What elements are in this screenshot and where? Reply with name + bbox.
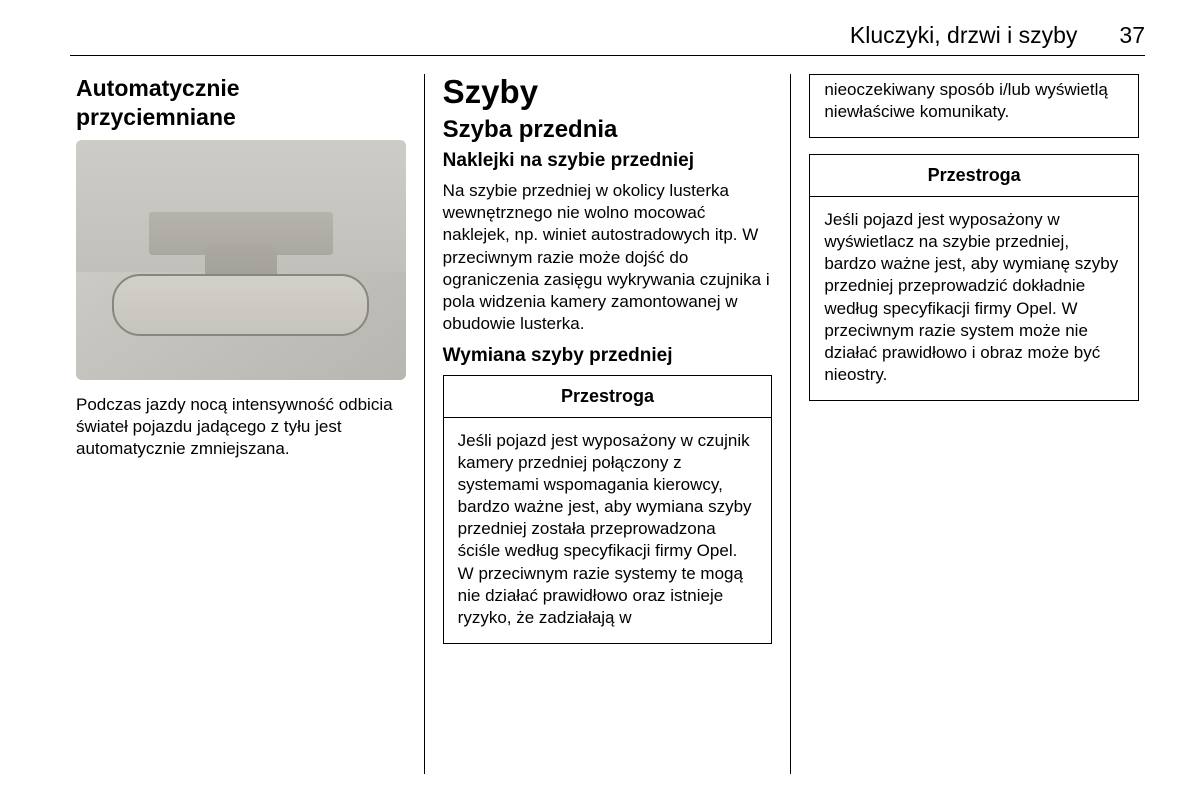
caution-continuation-box: nieoczekiwany sposób i/lub wyświetlą nie… (809, 74, 1139, 138)
section-title: Kluczyki, drzwi i szyby (850, 22, 1077, 49)
illustration-mirror (112, 274, 369, 336)
page-header: Kluczyki, drzwi i szyby 37 (70, 22, 1145, 56)
col2-h2: Szyba przednia (443, 116, 773, 144)
content-columns: Automatycznie przyciemniane Podczas jazd… (70, 74, 1145, 774)
caution-label-2: Przestroga (810, 155, 1138, 197)
col2-h3b: Wymiana szyby przedniej (443, 345, 773, 367)
col1-paragraph: Podczas jazdy nocą intensywność odbicia … (76, 394, 406, 460)
caution-continuation-text: nieoczekiwany sposób i/lub wyświetlą nie… (824, 75, 1124, 123)
column-1: Automatycznie przyciemniane Podczas jazd… (70, 74, 425, 774)
caution-label-1: Przestroga (444, 376, 772, 418)
caution-body-2: Jeśli pojazd jest wyposażony w wyświetla… (810, 197, 1138, 400)
col2-h1: Szyby (443, 74, 773, 110)
caution-body-1: Jeśli pojazd jest wyposażony w czujnik k… (444, 418, 772, 643)
page-number: 37 (1119, 22, 1145, 49)
column-2: Szyby Szyba przednia Naklejki na szybie … (425, 74, 792, 774)
column-3: nieoczekiwany sposób i/lub wyświetlą nie… (791, 74, 1145, 774)
col2-h3a: Naklejki na szybie przedniej (443, 150, 773, 172)
col1-heading: Automatycznie przyciemniane (76, 74, 406, 132)
caution-box-1: Przestroga Jeśli pojazd jest wyposażony … (443, 375, 773, 644)
manual-page: Kluczyki, drzwi i szyby 37 Automatycznie… (0, 0, 1200, 802)
col2-p1: Na szybie przedniej w okolicy lusterka w… (443, 180, 773, 335)
mirror-illustration (76, 140, 406, 380)
caution-box-2: Przestroga Jeśli pojazd jest wyposażony … (809, 154, 1139, 401)
